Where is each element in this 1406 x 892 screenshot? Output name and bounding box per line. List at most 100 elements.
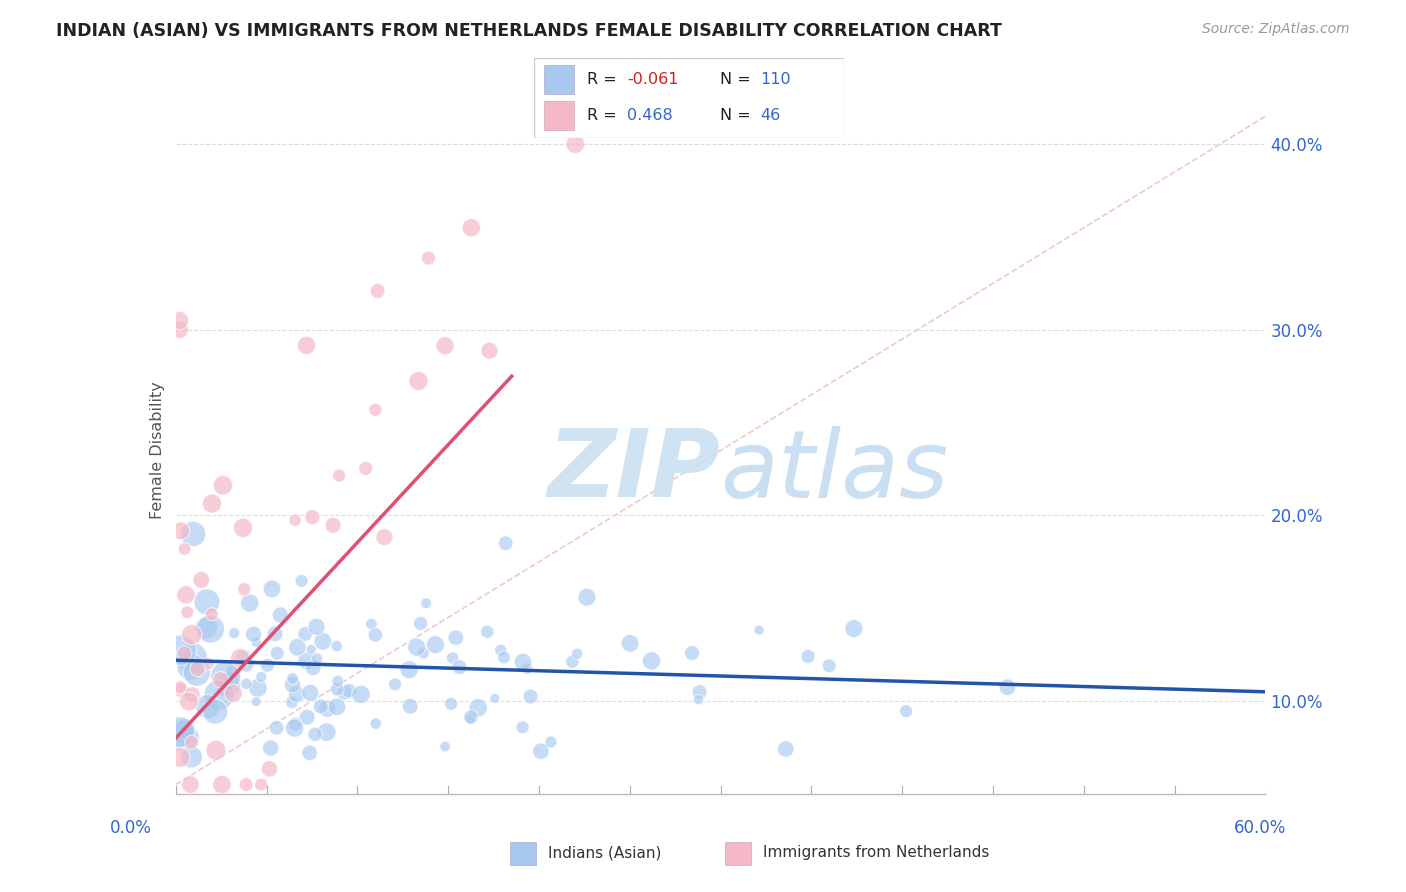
- FancyBboxPatch shape: [725, 841, 751, 864]
- Point: [565, 647, 588, 661]
- Point: [245, 695, 267, 709]
- Point: [415, 596, 437, 610]
- Point: [354, 461, 377, 475]
- Point: [398, 663, 420, 677]
- Point: [458, 712, 481, 726]
- Point: [281, 672, 304, 686]
- Point: [222, 665, 245, 680]
- Point: [519, 690, 541, 704]
- Point: [326, 699, 349, 714]
- Point: [364, 716, 387, 731]
- Point: [326, 674, 349, 689]
- Text: ZIP: ZIP: [548, 425, 721, 517]
- Point: [173, 722, 195, 736]
- Point: [176, 730, 198, 744]
- Point: [681, 646, 703, 660]
- Point: [170, 643, 193, 657]
- Point: [181, 688, 204, 702]
- Text: Immigrants from Netherlands: Immigrants from Netherlands: [763, 846, 990, 860]
- Point: [350, 688, 373, 702]
- Point: [208, 688, 231, 702]
- Point: [235, 657, 257, 672]
- Point: [484, 691, 506, 706]
- Point: [299, 642, 322, 657]
- Point: [246, 681, 269, 695]
- Point: [200, 622, 222, 636]
- Point: [384, 677, 406, 691]
- Point: [195, 621, 218, 635]
- Point: [842, 622, 865, 636]
- Point: [441, 651, 464, 665]
- Point: [640, 654, 662, 668]
- Point: [516, 661, 538, 675]
- Point: [312, 634, 335, 648]
- Point: [205, 743, 228, 757]
- Text: 60.0%: 60.0%: [1234, 819, 1286, 837]
- Point: [295, 710, 318, 724]
- Text: -0.061: -0.061: [627, 72, 679, 87]
- Point: [181, 527, 204, 541]
- Point: [284, 721, 307, 735]
- Point: [619, 636, 641, 650]
- Text: INDIAN (ASIAN) VS IMMIGRANTS FROM NETHERLANDS FEMALE DISABILITY CORRELATION CHAR: INDIAN (ASIAN) VS IMMIGRANTS FROM NETHER…: [56, 22, 1002, 40]
- Point: [316, 701, 339, 715]
- Point: [169, 725, 191, 739]
- Point: [179, 778, 201, 792]
- Point: [170, 683, 193, 698]
- Point: [180, 735, 202, 749]
- Point: [326, 682, 349, 697]
- Point: [460, 220, 482, 235]
- Point: [169, 750, 191, 764]
- Point: [689, 685, 711, 699]
- Point: [489, 643, 512, 657]
- Point: [224, 626, 246, 640]
- Point: [294, 627, 316, 641]
- Point: [775, 742, 797, 756]
- Point: [287, 640, 309, 655]
- Point: [260, 582, 283, 596]
- Text: N =: N =: [720, 72, 756, 87]
- FancyBboxPatch shape: [534, 58, 844, 138]
- Point: [232, 521, 254, 535]
- Point: [180, 660, 202, 674]
- Point: [181, 651, 204, 665]
- Point: [215, 669, 238, 683]
- Point: [512, 655, 534, 669]
- Point: [444, 631, 467, 645]
- Point: [564, 137, 586, 152]
- Point: [540, 735, 562, 749]
- Point: [408, 374, 430, 388]
- Point: [495, 536, 517, 550]
- Text: 0.468: 0.468: [627, 108, 673, 123]
- Point: [299, 686, 322, 700]
- Point: [561, 655, 583, 669]
- Point: [399, 699, 422, 714]
- Point: [281, 695, 304, 709]
- Point: [242, 627, 264, 641]
- Point: [235, 778, 257, 792]
- Text: N =: N =: [720, 108, 756, 123]
- Point: [259, 762, 281, 776]
- Point: [425, 638, 447, 652]
- Point: [197, 657, 219, 671]
- Point: [478, 343, 501, 358]
- Point: [186, 665, 208, 680]
- Point: [295, 654, 318, 668]
- Point: [418, 251, 440, 265]
- Point: [301, 510, 323, 524]
- Point: [460, 710, 482, 724]
- Point: [201, 496, 224, 510]
- Point: [239, 596, 262, 610]
- Text: 110: 110: [761, 72, 790, 87]
- Point: [322, 518, 344, 533]
- Point: [575, 591, 598, 605]
- Point: [173, 646, 195, 660]
- Point: [477, 624, 499, 639]
- Point: [530, 744, 553, 758]
- Point: [269, 607, 291, 622]
- Text: 0.0%: 0.0%: [110, 819, 152, 837]
- Point: [264, 627, 287, 641]
- FancyBboxPatch shape: [510, 841, 536, 864]
- Point: [245, 635, 267, 649]
- Point: [284, 717, 307, 731]
